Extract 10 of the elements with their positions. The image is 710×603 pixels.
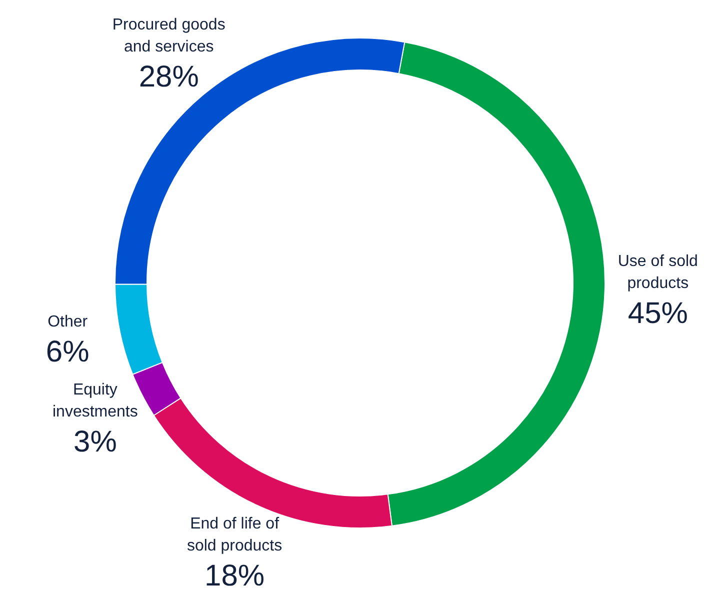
data-label: 3% [74,426,117,459]
slice-label: Procured goods and services [112,16,226,56]
slice-label: End of life of sold products [186,515,282,554]
slice-label: Equity investments [52,382,138,421]
data-label: 45% [628,296,688,330]
data-label: 18% [204,559,265,592]
data-label: 28% [138,60,199,94]
slice-label: Use of sold products [618,252,698,292]
slice-label: Other [48,313,88,330]
data-label: 6% [46,335,90,368]
